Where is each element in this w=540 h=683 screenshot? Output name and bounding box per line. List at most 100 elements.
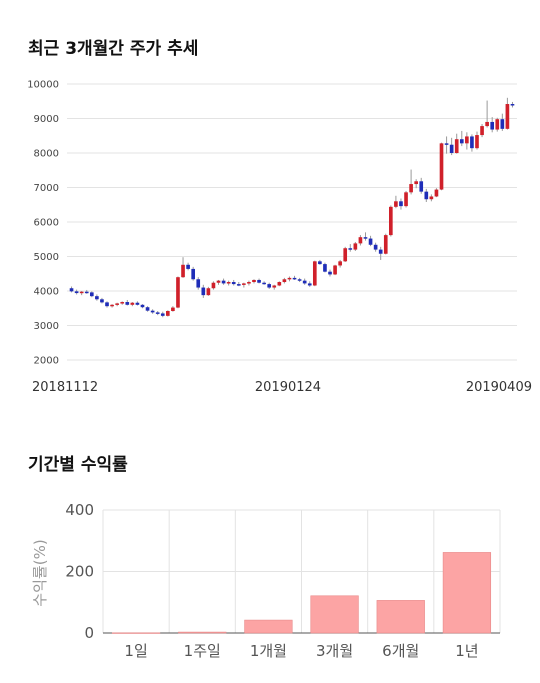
candle-body bbox=[242, 283, 246, 285]
candle-body bbox=[257, 279, 261, 283]
candle-body bbox=[206, 288, 211, 296]
y-tick-label: 200 bbox=[65, 563, 94, 581]
candle-body bbox=[69, 288, 74, 292]
candle-body bbox=[79, 291, 84, 294]
candle-body bbox=[211, 282, 216, 289]
candle-body bbox=[95, 296, 99, 300]
candle-body bbox=[272, 285, 277, 288]
candle-body bbox=[176, 277, 180, 308]
y-tick-label: 10000 bbox=[27, 80, 59, 91]
candle-body bbox=[84, 291, 89, 294]
y-tick-label: 0 bbox=[84, 624, 94, 642]
candle-body bbox=[429, 196, 434, 200]
candle-body bbox=[140, 304, 145, 308]
candle-body bbox=[333, 265, 337, 275]
candle-body bbox=[231, 282, 236, 285]
x-date-label: 20181112 bbox=[32, 380, 98, 395]
candle-body bbox=[378, 249, 383, 254]
candle-body bbox=[449, 144, 454, 153]
candle-body bbox=[166, 311, 170, 316]
candle-body bbox=[495, 119, 500, 130]
candle-body bbox=[186, 264, 190, 269]
candle-body bbox=[267, 284, 272, 288]
price-candlestick-chart: 2000 3000 4000 5000 6000 7000 8000 9000 10000 201… bbox=[27, 80, 532, 396]
candle-body bbox=[150, 310, 155, 313]
candle-body bbox=[414, 181, 418, 185]
candle-body bbox=[312, 261, 317, 286]
candle-body bbox=[409, 184, 413, 193]
candle-body bbox=[454, 139, 459, 153]
candle-body bbox=[373, 244, 378, 250]
y-tick-label: 400 bbox=[65, 501, 94, 519]
x-category-label: 6개월 bbox=[382, 642, 419, 660]
candle-body bbox=[120, 302, 125, 304]
period-returns-bar-chart: 0 200 400 1일 1주일 1개월 3개월 6개월 1년 수익률(%) bbox=[31, 501, 501, 660]
candle-body bbox=[191, 268, 195, 280]
candle-body bbox=[236, 284, 241, 286]
return-bar bbox=[442, 552, 492, 634]
y-tick-label: 7000 bbox=[34, 183, 59, 194]
candle-body bbox=[307, 283, 312, 286]
candle-body bbox=[262, 282, 266, 285]
candle-body bbox=[115, 303, 119, 305]
candle-body bbox=[145, 307, 150, 311]
price-trend-title: 최근 3개월간 주가 추세 bbox=[28, 39, 199, 59]
candle-body bbox=[490, 121, 495, 130]
candle-body bbox=[343, 248, 348, 262]
period-returns-title: 기간별 수익률 bbox=[28, 455, 128, 475]
candle-body bbox=[465, 136, 469, 144]
candle-body bbox=[277, 282, 282, 286]
x-category-label: 1주일 bbox=[184, 642, 221, 660]
x-date-label: 20190409 bbox=[466, 380, 532, 395]
y-tick-label: 3000 bbox=[34, 321, 59, 332]
candle-body bbox=[89, 292, 94, 297]
candle-body bbox=[500, 119, 505, 129]
candle-body bbox=[297, 279, 302, 281]
return-bar bbox=[244, 619, 293, 634]
candle-body bbox=[181, 264, 185, 278]
candle-body bbox=[221, 280, 226, 284]
candle-body bbox=[247, 282, 251, 284]
x-category-label: 3개월 bbox=[316, 642, 353, 660]
candle-body bbox=[74, 291, 79, 294]
candle-body bbox=[444, 143, 449, 145]
return-bar bbox=[310, 595, 359, 634]
candle-body bbox=[383, 235, 388, 254]
candle-body bbox=[475, 135, 479, 149]
candle-body bbox=[424, 191, 429, 200]
candle-body bbox=[470, 136, 474, 149]
candle-body bbox=[318, 261, 322, 265]
candle-body bbox=[287, 277, 292, 280]
candle-body bbox=[389, 206, 393, 236]
candle-body bbox=[155, 312, 160, 314]
candle-body bbox=[135, 302, 140, 305]
y-tick-label: 2000 bbox=[34, 356, 59, 367]
candle-body bbox=[434, 189, 439, 197]
candle-body bbox=[439, 143, 444, 190]
y-tick-label: 6000 bbox=[34, 218, 59, 229]
return-bar bbox=[178, 631, 227, 634]
candle-body bbox=[399, 201, 403, 207]
x-category-label: 1개월 bbox=[250, 642, 287, 660]
candle-body bbox=[505, 104, 510, 129]
candle-body bbox=[459, 139, 464, 144]
y-tick-label: 5000 bbox=[34, 252, 59, 263]
candle-body bbox=[302, 280, 307, 284]
candle-body bbox=[125, 302, 130, 305]
candle-body bbox=[368, 238, 373, 245]
candle-body bbox=[353, 243, 358, 250]
candle-body bbox=[292, 277, 297, 280]
candle-body bbox=[394, 201, 398, 207]
candle-body bbox=[419, 181, 424, 192]
candle-body bbox=[171, 307, 175, 312]
candle-body bbox=[282, 279, 287, 283]
candle-body bbox=[110, 304, 114, 307]
candle-body bbox=[480, 126, 484, 136]
x-category-label: 1일 bbox=[124, 642, 147, 660]
candle-body bbox=[105, 302, 109, 307]
candle-body bbox=[323, 264, 327, 272]
candle-body bbox=[348, 248, 353, 250]
y-tick-label: 9000 bbox=[34, 114, 59, 125]
candle-body bbox=[328, 271, 332, 275]
y-axis-label: 수익률(%) bbox=[31, 539, 49, 606]
